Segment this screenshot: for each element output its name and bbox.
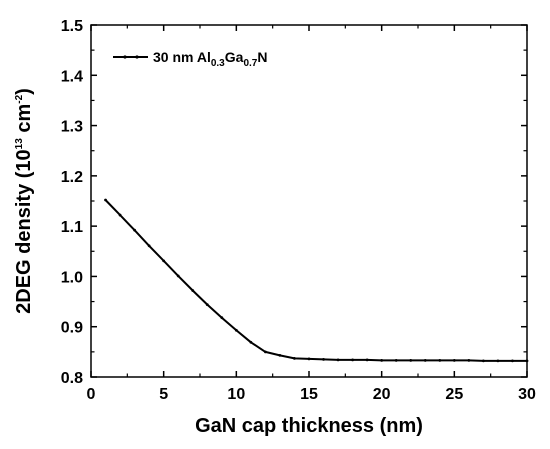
data-point bbox=[147, 244, 151, 248]
x-tick-label: 0 bbox=[87, 386, 96, 403]
data-point bbox=[322, 358, 325, 361]
y-tick-label: 1.0 bbox=[61, 269, 83, 286]
data-point bbox=[351, 358, 354, 362]
data-point bbox=[482, 359, 485, 363]
y-axis-title: 2DEG density (1013 cm-2) bbox=[13, 88, 35, 314]
ticks-layer: 0 5 10 15 20 25 30 0.8 0.9 1.0 1.1 1.2 1.3 1.4 1.5 bbox=[61, 18, 536, 403]
x-tick-label: 15 bbox=[300, 386, 318, 403]
x-tick-label: 5 bbox=[159, 386, 168, 403]
y-tick-label: 1.3 bbox=[61, 119, 83, 136]
data-point bbox=[104, 198, 107, 202]
data-point bbox=[162, 259, 166, 263]
plot-frame bbox=[90, 24, 528, 378]
data-point bbox=[409, 359, 413, 362]
x-tick-label: 25 bbox=[445, 386, 463, 403]
x-tick-label: 20 bbox=[373, 386, 391, 403]
y-tick-label: 0.8 bbox=[61, 370, 83, 387]
x-axis-title: GaN cap thickness (nm) bbox=[195, 415, 423, 437]
data-point bbox=[278, 353, 282, 357]
data-point bbox=[264, 350, 267, 354]
legend-label: 30 nm Al0.3Ga0.7N bbox=[153, 49, 267, 69]
data-point bbox=[205, 303, 209, 306]
data-point bbox=[307, 357, 311, 361]
series-line bbox=[104, 199, 527, 362]
legend-marker bbox=[123, 55, 127, 59]
y-tick-label: 1.2 bbox=[61, 169, 83, 186]
data-point bbox=[423, 359, 427, 362]
data-point bbox=[511, 359, 514, 363]
data-point bbox=[394, 359, 398, 362]
x-tick-label: 30 bbox=[518, 386, 536, 403]
data-point bbox=[176, 274, 180, 278]
data-point bbox=[452, 359, 456, 362]
series-layer bbox=[104, 198, 529, 363]
data-point bbox=[438, 359, 442, 362]
data-point bbox=[191, 289, 195, 292]
y-tick-label: 1.1 bbox=[61, 219, 83, 236]
data-point bbox=[220, 316, 224, 320]
data-point bbox=[496, 359, 500, 363]
x-tick-label: 10 bbox=[227, 386, 245, 403]
y-tick-label: 1.4 bbox=[61, 68, 83, 85]
data-point bbox=[118, 213, 122, 217]
data-point bbox=[234, 328, 238, 332]
data-point bbox=[336, 358, 340, 362]
data-point bbox=[293, 356, 296, 360]
legend: 30 nm Al0.3Ga0.7N bbox=[113, 49, 267, 69]
data-point bbox=[467, 359, 471, 362]
data-point bbox=[249, 340, 253, 344]
legend-marker bbox=[135, 55, 139, 59]
data-point bbox=[133, 228, 137, 232]
data-point bbox=[380, 359, 384, 362]
y-tick-label: 1.5 bbox=[61, 18, 83, 35]
y-tick-label: 0.9 bbox=[61, 320, 83, 337]
data-point bbox=[365, 358, 369, 362]
